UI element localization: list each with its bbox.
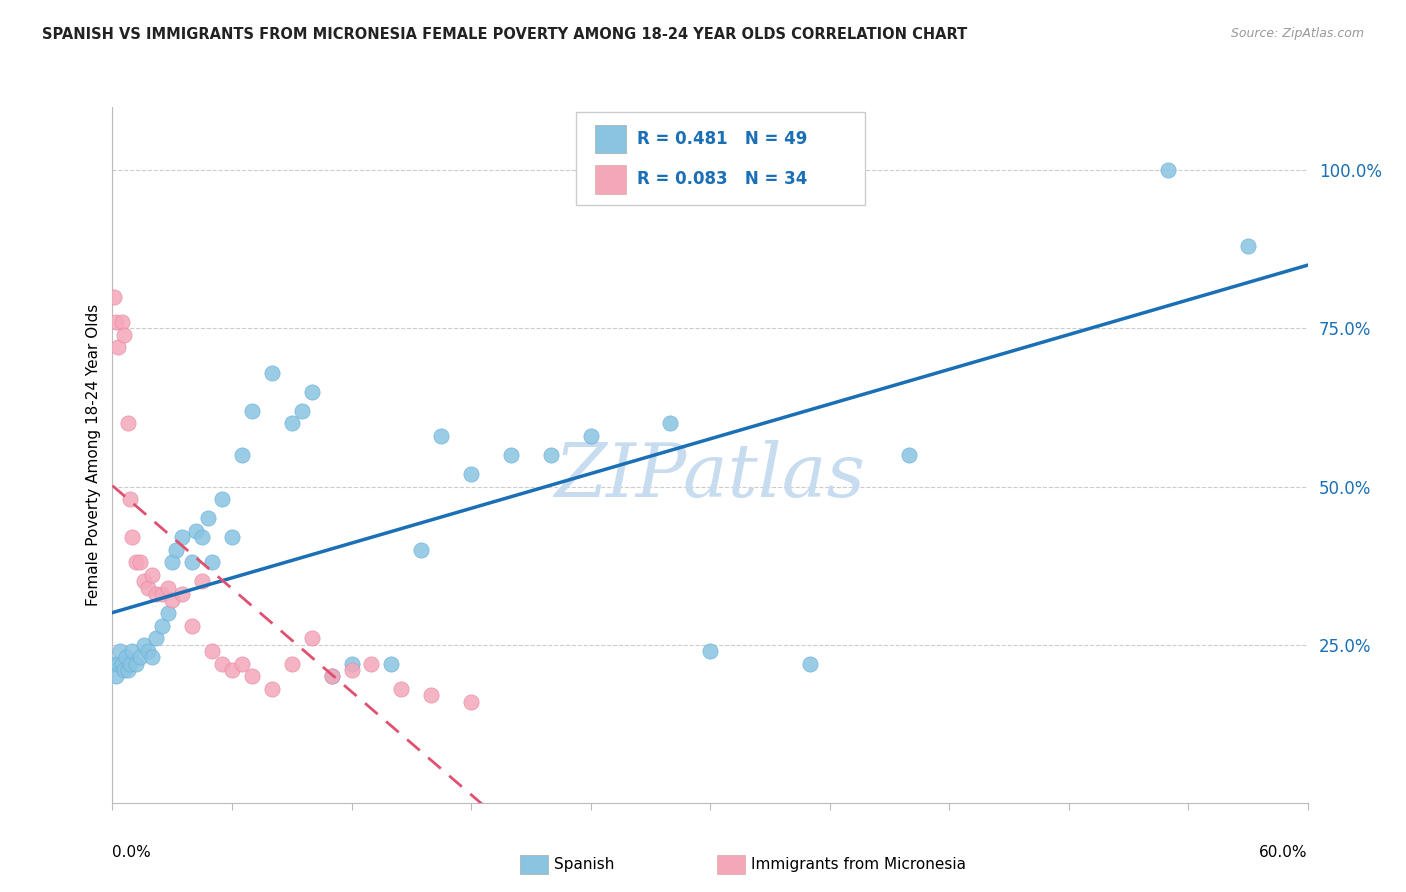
Point bbox=[129, 650, 152, 665]
Point bbox=[211, 657, 233, 671]
Point bbox=[281, 417, 304, 431]
Point bbox=[115, 650, 138, 665]
Point bbox=[111, 315, 134, 329]
Point bbox=[1157, 163, 1180, 178]
Point bbox=[150, 618, 173, 632]
Point bbox=[114, 327, 135, 342]
Text: ZIPatlas: ZIPatlas bbox=[554, 440, 866, 512]
Text: Spanish: Spanish bbox=[554, 857, 614, 871]
Point bbox=[231, 657, 253, 671]
Point bbox=[321, 669, 343, 683]
Point bbox=[105, 669, 128, 683]
Point bbox=[103, 657, 125, 671]
Point bbox=[1237, 239, 1260, 253]
Point bbox=[165, 542, 187, 557]
Point bbox=[145, 632, 167, 646]
Point bbox=[162, 556, 183, 570]
Point bbox=[201, 644, 224, 658]
Point bbox=[281, 657, 304, 671]
Text: SPANISH VS IMMIGRANTS FROM MICRONESIA FEMALE POVERTY AMONG 18-24 YEAR OLDS CORRE: SPANISH VS IMMIGRANTS FROM MICRONESIA FE… bbox=[42, 27, 967, 42]
Point bbox=[157, 606, 180, 620]
Point bbox=[201, 556, 224, 570]
Point bbox=[540, 448, 562, 462]
Point bbox=[103, 290, 125, 304]
Point bbox=[240, 669, 263, 683]
Point bbox=[197, 511, 219, 525]
Point bbox=[411, 542, 433, 557]
Point bbox=[117, 663, 139, 677]
Point bbox=[105, 315, 128, 329]
Point bbox=[301, 632, 323, 646]
Y-axis label: Female Poverty Among 18-24 Year Olds: Female Poverty Among 18-24 Year Olds bbox=[86, 304, 101, 606]
Text: Immigrants from Micronesia: Immigrants from Micronesia bbox=[751, 857, 966, 871]
Text: 60.0%: 60.0% bbox=[1260, 845, 1308, 860]
Point bbox=[460, 467, 482, 481]
Point bbox=[120, 657, 142, 671]
Point bbox=[340, 657, 363, 671]
Point bbox=[181, 556, 204, 570]
Text: 0.0%: 0.0% bbox=[112, 845, 152, 860]
Point bbox=[107, 657, 129, 671]
Point bbox=[172, 587, 194, 601]
Point bbox=[150, 587, 173, 601]
Point bbox=[659, 417, 682, 431]
Point bbox=[260, 681, 283, 696]
Point bbox=[191, 574, 214, 589]
Point bbox=[125, 657, 148, 671]
Point bbox=[138, 644, 160, 658]
Text: R = 0.083   N = 34: R = 0.083 N = 34 bbox=[637, 170, 807, 188]
Point bbox=[134, 638, 156, 652]
Point bbox=[107, 340, 129, 354]
Point bbox=[125, 556, 148, 570]
Point bbox=[162, 593, 183, 607]
Point bbox=[120, 492, 142, 507]
Point bbox=[221, 530, 243, 544]
Point bbox=[430, 429, 453, 443]
Point bbox=[114, 663, 135, 677]
Point bbox=[172, 530, 194, 544]
Point bbox=[129, 556, 152, 570]
Point bbox=[231, 448, 253, 462]
Point bbox=[111, 657, 134, 671]
Point bbox=[181, 618, 204, 632]
Point bbox=[141, 650, 163, 665]
Text: Source: ZipAtlas.com: Source: ZipAtlas.com bbox=[1230, 27, 1364, 40]
Point bbox=[138, 581, 160, 595]
Point bbox=[121, 644, 143, 658]
Point bbox=[186, 524, 208, 538]
Point bbox=[321, 669, 343, 683]
Point bbox=[157, 581, 180, 595]
Point bbox=[898, 448, 921, 462]
Point bbox=[221, 663, 243, 677]
Point bbox=[291, 403, 314, 417]
Point bbox=[579, 429, 602, 443]
Point bbox=[460, 695, 482, 709]
Point bbox=[699, 644, 721, 658]
Text: R = 0.481   N = 49: R = 0.481 N = 49 bbox=[637, 130, 807, 148]
Point bbox=[240, 403, 263, 417]
Point bbox=[211, 492, 233, 507]
Point bbox=[134, 574, 156, 589]
Point bbox=[360, 657, 382, 671]
Point bbox=[191, 530, 214, 544]
Point bbox=[389, 681, 412, 696]
Point bbox=[340, 663, 363, 677]
Point bbox=[380, 657, 402, 671]
Point bbox=[301, 384, 323, 399]
Point bbox=[110, 644, 132, 658]
Point bbox=[141, 568, 163, 582]
Point bbox=[145, 587, 167, 601]
Point bbox=[799, 657, 821, 671]
Point bbox=[420, 688, 443, 702]
Point bbox=[121, 530, 143, 544]
Point bbox=[499, 448, 522, 462]
Point bbox=[260, 366, 283, 380]
Point bbox=[117, 417, 139, 431]
